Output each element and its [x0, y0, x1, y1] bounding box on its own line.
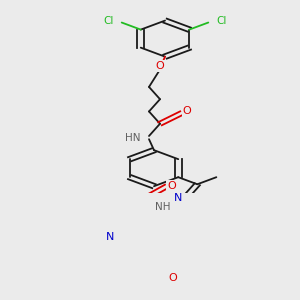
Text: N: N: [174, 194, 182, 203]
Text: NH: NH: [155, 202, 171, 212]
Text: O: O: [167, 181, 176, 191]
Text: O: O: [168, 273, 177, 283]
Text: Cl: Cl: [216, 16, 227, 26]
Text: HN: HN: [125, 133, 141, 143]
Text: N: N: [106, 232, 114, 242]
Text: Cl: Cl: [103, 16, 114, 26]
Text: O: O: [183, 106, 191, 116]
Text: O: O: [156, 61, 164, 71]
